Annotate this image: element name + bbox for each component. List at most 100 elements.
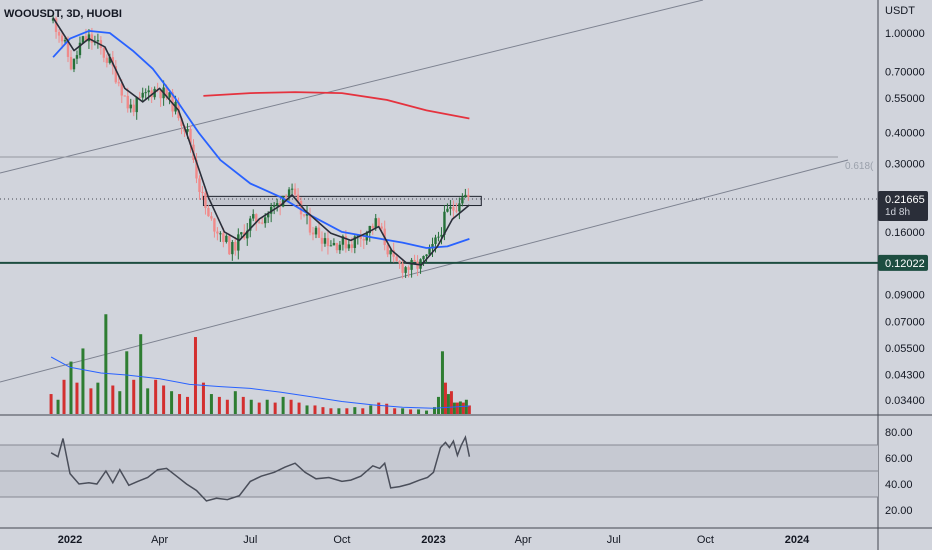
candle-body-135 bbox=[455, 210, 458, 212]
candle-body-11 bbox=[84, 36, 88, 42]
volume-bar-55 bbox=[449, 391, 453, 414]
candle-body-32 bbox=[147, 90, 150, 93]
candle-body-50 bbox=[201, 191, 204, 193]
volume-bar-41 bbox=[361, 408, 365, 414]
candle-body-127 bbox=[431, 244, 434, 249]
volume-bar-6 bbox=[89, 388, 93, 414]
candle-body-54 bbox=[213, 218, 216, 232]
rsi-tick-80-00: 80.00 bbox=[885, 427, 913, 439]
candle-body-31 bbox=[144, 92, 147, 94]
candle-body-90 bbox=[320, 237, 324, 244]
candle-body-62 bbox=[237, 234, 240, 251]
price-tick-0-40000: 0.40000 bbox=[885, 127, 925, 139]
rsi-tick-20-00: 20.00 bbox=[885, 505, 913, 517]
price-tick-0-30000: 0.30000 bbox=[885, 159, 925, 171]
resistance-zone-group[interactable] bbox=[202, 195, 482, 207]
volume-bar-28 bbox=[257, 402, 261, 414]
time-tick-oct: Oct bbox=[697, 534, 714, 546]
volume-bar-12 bbox=[132, 379, 136, 414]
price-tick-0-03400: 0.03400 bbox=[885, 395, 925, 407]
last-price-label: 0.21665 bbox=[885, 194, 925, 206]
candle-body-100 bbox=[350, 244, 354, 248]
candle-body-79 bbox=[287, 189, 291, 197]
candle-body-82 bbox=[296, 194, 300, 201]
volume-bar-7 bbox=[96, 382, 100, 414]
candle-body-46 bbox=[189, 128, 192, 145]
volume-bar-50 bbox=[432, 407, 436, 414]
candle-body-86 bbox=[308, 213, 312, 233]
candles bbox=[51, 10, 470, 279]
price-axis-unit: USDT bbox=[885, 5, 915, 17]
price-tick-0-07000: 0.07000 bbox=[885, 317, 925, 329]
volume-bar-34 bbox=[305, 405, 309, 414]
last-price-badge bbox=[878, 191, 928, 222]
volume-bar-2 bbox=[62, 379, 66, 414]
price-axis[interactable]: USDT 1.00000 0.70000 0.55000 0.40000 0.30000 0… bbox=[885, 5, 925, 517]
candle-body-138 bbox=[464, 194, 467, 198]
volume-bar-3 bbox=[69, 361, 73, 414]
candle-body-66 bbox=[249, 218, 252, 231]
candle-body-5 bbox=[66, 40, 70, 57]
candle-body-10 bbox=[81, 36, 85, 43]
price-tick-0-16000: 0.16000 bbox=[885, 227, 925, 239]
candle-body-13 bbox=[90, 34, 94, 43]
ema-long-line bbox=[203, 91, 470, 120]
volume-bar-36 bbox=[321, 407, 325, 414]
candle-body-83 bbox=[299, 200, 303, 215]
candle-body-23 bbox=[120, 83, 123, 96]
volume-bar-46 bbox=[401, 408, 405, 414]
time-axis[interactable]: 2022 Apr Jul Oct 2023 Apr Jul Oct 2024 bbox=[58, 534, 810, 546]
time-tick-oct: Oct bbox=[333, 534, 350, 546]
support-level-group[interactable] bbox=[0, 198, 878, 264]
candle-body-18 bbox=[105, 57, 109, 63]
candle-body-67 bbox=[252, 214, 255, 219]
candle-body-63 bbox=[240, 232, 243, 235]
candle-body-74 bbox=[272, 205, 276, 207]
volume-bar-5 bbox=[81, 348, 85, 414]
candle-body-96 bbox=[338, 244, 342, 251]
volume-bar-21 bbox=[201, 382, 205, 414]
support-price-badge bbox=[878, 254, 928, 271]
volume-bar-11 bbox=[125, 351, 129, 414]
volume-bar-44 bbox=[385, 403, 389, 414]
volume-bar-53 bbox=[443, 382, 447, 414]
candle-body-3 bbox=[60, 35, 64, 42]
candle-body-125 bbox=[425, 254, 428, 257]
candle-body-9 bbox=[78, 42, 82, 56]
candle-body-1 bbox=[54, 18, 58, 32]
volume-bar-35 bbox=[313, 405, 317, 414]
candle-body-98 bbox=[344, 236, 348, 249]
rsi-tick-40-00: 40.00 bbox=[885, 479, 913, 491]
candle-body-118 bbox=[404, 267, 407, 273]
candle-body-8 bbox=[75, 55, 79, 59]
resistance-zone-box[interactable] bbox=[202, 195, 482, 207]
volume-bar-17 bbox=[170, 391, 174, 414]
volume-bar-31 bbox=[281, 396, 285, 414]
candle-body-113 bbox=[389, 250, 392, 255]
candle-body-115 bbox=[395, 256, 398, 262]
candle-body-22 bbox=[117, 82, 120, 84]
candle-body-110 bbox=[380, 226, 383, 229]
moving-averages bbox=[52, 17, 470, 266]
candle-body-45 bbox=[186, 128, 189, 132]
candle-body-73 bbox=[269, 206, 273, 214]
candle-body-101 bbox=[353, 236, 357, 248]
volume-bar-48 bbox=[417, 409, 421, 414]
volume-bar-27 bbox=[249, 399, 253, 414]
candle-body-120 bbox=[410, 259, 413, 270]
candle-body-68 bbox=[255, 214, 258, 223]
volume-bar-4 bbox=[75, 382, 79, 414]
candle-body-107 bbox=[371, 225, 374, 229]
candle-body-36 bbox=[159, 90, 162, 99]
candle-body-117 bbox=[401, 263, 404, 273]
time-tick-2023: 2023 bbox=[421, 534, 445, 546]
candle-body-56 bbox=[219, 233, 222, 235]
volume-bar-30 bbox=[273, 402, 277, 414]
candle-body-137 bbox=[461, 197, 464, 204]
candle-body-129 bbox=[437, 236, 440, 238]
candle-body-25 bbox=[126, 95, 129, 109]
candle-body-24 bbox=[123, 95, 126, 97]
candle-body-121 bbox=[413, 259, 416, 262]
volume-bar-43 bbox=[377, 402, 381, 414]
